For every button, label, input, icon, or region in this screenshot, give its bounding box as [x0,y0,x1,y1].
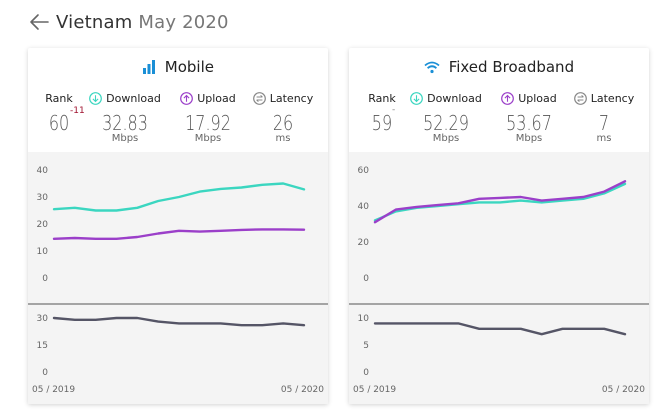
mobile-chart-svg: 0 10 20 30 40 0 15 30 05 / 2019 05 / 2020 [28,166,328,395]
download-value: 32.83 [102,111,148,135]
upload-icon [180,92,194,105]
mobile-latency-latency-line [52,316,306,327]
fixed-download: Download 52.29 Mbps [409,92,483,144]
mobile-card: Mobile Rank 60 -11 Download 32.83 Mbps U… [28,48,328,404]
mobile-rank: Rank 60 [42,92,76,135]
upload-value: 17.92 [185,111,231,135]
mobile-chart-area: 0 10 20 30 40 0 15 30 05 / 2019 05 / 2020 [28,152,328,404]
mobile-speed-ytick-label: 10 [37,247,49,257]
mobile-latency-ytick-label: 0 [42,368,48,378]
rank-change: -11 [70,106,85,116]
signal-bars-icon [143,60,155,74]
latency-icon [252,92,266,105]
wifi-icon [424,61,440,74]
country-name: Vietnam [56,11,133,33]
fixed-card: Fixed Broadband Rank 59 - Download 52.29… [349,48,649,404]
download-unit: Mbps [432,133,460,144]
upload-unit: Mbps [194,133,222,144]
fixed-x-end-label: 05 / 2020 [602,385,645,395]
rank-change: - [392,105,396,115]
fixed-speed-ytick-label: 60 [358,166,370,176]
latency-label: Latency [590,92,635,105]
download-label: Download [106,92,161,105]
fixed-latency-ytick-label: 5 [363,341,369,351]
fixed-latency: Latency 7 ms [571,92,637,144]
download-icon [410,92,424,105]
latency-label: Latency [269,92,314,105]
mobile-speed-upload-line [52,228,306,240]
mobile-x-start-label: 05 / 2019 [32,385,75,395]
fixed-speed-download-line [373,182,627,222]
download-label: Download [427,92,482,105]
mobile-x-end-label: 05 / 2020 [281,385,324,395]
fixed-speed-ytick-label: 40 [358,202,370,212]
fixed-card-title: Fixed Broadband [349,58,649,76]
upload-unit: Mbps [515,133,543,144]
download-icon [89,92,103,105]
mobile-speed-ytick-label: 40 [37,166,49,176]
rank-label: Rank [368,92,396,105]
mobile-card-title: Mobile [28,58,328,76]
mobile-latency: Latency 26 ms [250,92,316,144]
fixed-rank: Rank 59 [365,92,399,135]
latency-value: 7 [598,111,610,135]
fixed-x-start-label: 05 / 2019 [353,385,396,395]
fixed-speed-ytick-label: 0 [363,274,369,284]
download-value: 52.29 [423,111,469,135]
fixed-chart-area: 0 20 40 60 0 5 10 05 / 2019 05 / 2020 [349,152,649,404]
mobile-upload: Upload 17.92 Mbps [176,92,240,144]
latency-value: 26 [272,111,294,135]
page-header: Vietnam May 2020 [28,8,229,36]
upload-label: Upload [518,92,557,105]
rank-value: 60 [48,111,70,135]
rank-label: Rank [45,92,73,105]
mobile-speed-ytick-label: 0 [42,274,48,284]
mobile-title-label: Mobile [164,58,214,76]
upload-icon [501,92,515,105]
latency-unit: ms [275,133,291,144]
fixed-latency-latency-line [373,322,627,336]
latency-unit: ms [596,133,612,144]
fixed-chart-svg: 0 20 40 60 0 5 10 05 / 2019 05 / 2020 [349,166,649,395]
page-title: Vietnam May 2020 [56,12,229,33]
mobile-speed-ytick-label: 20 [37,220,49,230]
fixed-speed-upload-line [373,180,627,224]
fixed-title-label: Fixed Broadband [448,58,575,76]
fixed-latency-ytick-label: 10 [358,314,370,324]
fixed-upload: Upload 53.67 Mbps [497,92,561,144]
back-arrow-icon[interactable] [28,11,50,33]
upload-value: 53.67 [506,111,552,135]
latency-icon [573,92,587,105]
download-unit: Mbps [111,133,139,144]
mobile-latency-ytick-label: 30 [37,314,49,324]
fixed-latency-ytick-label: 0 [363,368,369,378]
fixed-speed-ytick-label: 20 [358,238,370,248]
mobile-speed-download-line [52,182,306,212]
mobile-speed-ytick-label: 30 [37,193,49,203]
mobile-latency-ytick-label: 15 [37,341,48,351]
rank-value: 59 [371,111,393,135]
mobile-download: Download 32.83 Mbps [88,92,162,144]
upload-label: Upload [197,92,236,105]
report-date: May 2020 [138,11,229,33]
